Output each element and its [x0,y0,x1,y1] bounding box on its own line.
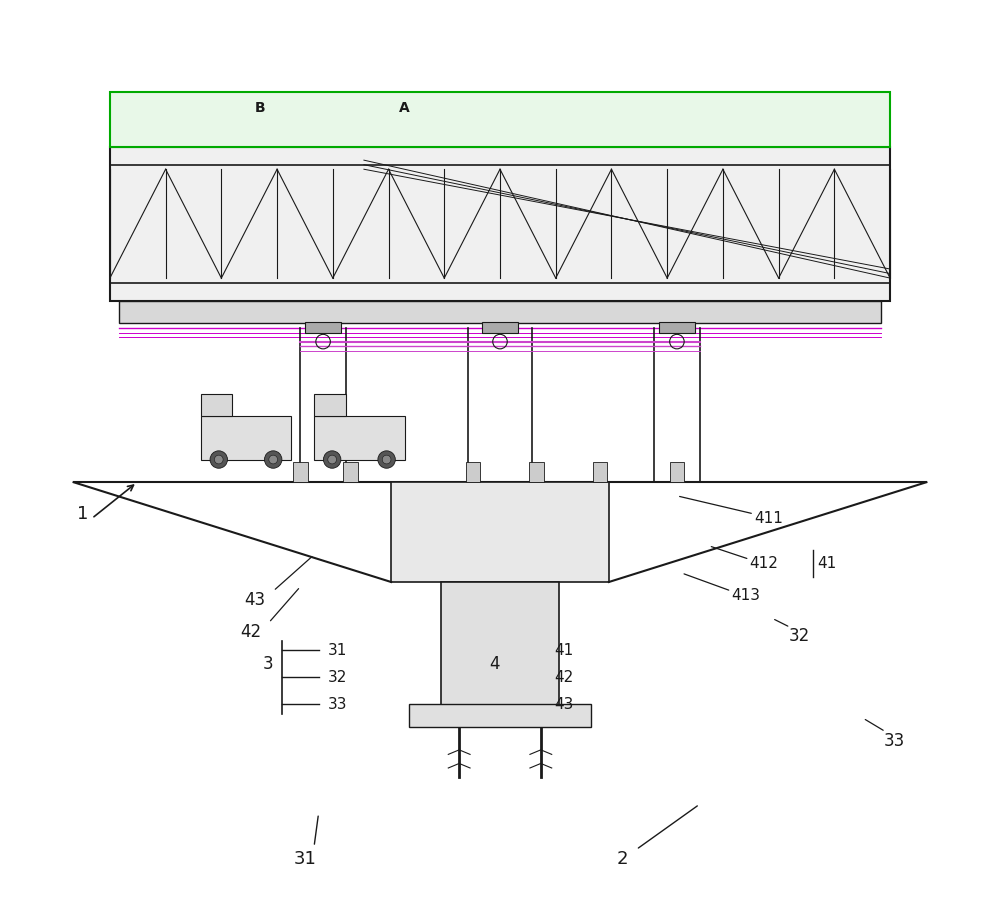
Text: 43: 43 [244,592,266,609]
Circle shape [328,455,337,464]
Bar [659,321,695,332]
Bar [201,394,232,416]
Text: 3: 3 [263,654,273,672]
Bar [314,394,346,416]
Text: 33: 33 [328,697,347,712]
Bar [343,462,358,482]
Text: A: A [399,100,410,115]
Bar [441,582,559,709]
Bar [314,416,405,460]
Text: 41: 41 [554,642,574,658]
Text: B: B [254,100,265,115]
Circle shape [323,450,341,469]
Bar [391,482,609,582]
Text: 32: 32 [789,627,810,645]
Text: 2: 2 [617,850,628,868]
Text: 42: 42 [554,670,574,684]
Circle shape [269,455,278,464]
Bar [670,462,684,482]
Bar [593,462,607,482]
Bar [529,462,544,482]
Bar [110,92,890,147]
Text: 32: 32 [328,670,347,684]
Circle shape [378,450,395,469]
Text: 31: 31 [328,642,347,658]
Circle shape [210,450,227,469]
Text: 1: 1 [77,505,88,523]
Bar [110,147,890,301]
Text: 41: 41 [818,556,837,571]
Circle shape [214,455,223,464]
Text: 31: 31 [294,850,316,868]
Bar [466,462,480,482]
Text: 33: 33 [884,732,905,750]
Bar [409,704,591,727]
Text: 412: 412 [749,556,778,571]
Bar [119,301,881,323]
Text: 4: 4 [490,654,500,672]
Circle shape [382,455,391,464]
Text: 43: 43 [554,697,574,712]
Text: 42: 42 [240,623,261,641]
Text: 411: 411 [754,511,783,526]
Bar [293,462,308,482]
Text: 413: 413 [731,588,760,603]
Circle shape [264,450,282,469]
Bar [201,416,291,460]
Bar [482,321,518,332]
Bar [305,321,341,332]
